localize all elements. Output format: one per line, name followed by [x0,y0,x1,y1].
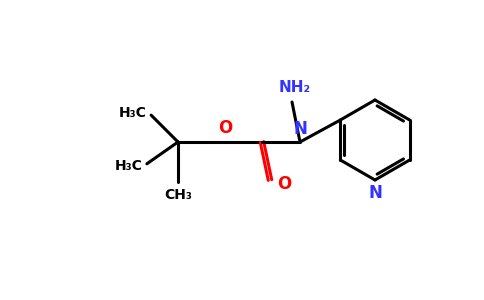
Text: O: O [277,175,291,193]
Text: H₃C: H₃C [115,159,143,173]
Text: CH₃: CH₃ [164,188,192,202]
Text: H₃C: H₃C [119,106,147,120]
Text: O: O [218,119,232,137]
Text: N: N [293,120,307,138]
Text: N: N [368,184,382,202]
Text: NH₂: NH₂ [279,80,311,95]
